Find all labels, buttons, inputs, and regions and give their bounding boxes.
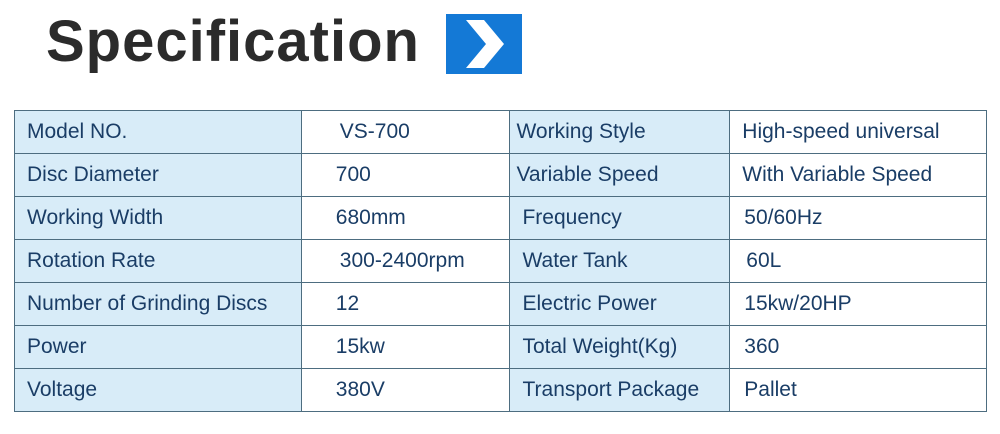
spec-value: 60L xyxy=(729,239,987,283)
table-row: Working Width 680mm Frequency 50/60Hz xyxy=(14,196,987,240)
spec-label: Working Style xyxy=(509,110,731,154)
spec-label: Disc Diameter xyxy=(14,153,302,197)
spec-label: Total Weight(Kg) xyxy=(509,325,731,369)
spec-label: Voltage xyxy=(14,368,302,412)
spec-value: High-speed universal xyxy=(729,110,987,154)
spec-value: 380V xyxy=(300,368,511,412)
spec-value: 700 xyxy=(300,153,511,197)
spec-value: 360 xyxy=(729,325,987,369)
spec-value: 12 xyxy=(300,282,511,326)
spec-label: Water Tank xyxy=(509,239,731,283)
spec-label: Power xyxy=(14,325,302,369)
spec-value: VS-700 xyxy=(300,110,511,154)
spec-label: Rotation Rate xyxy=(14,239,302,283)
spec-label: Variable Speed xyxy=(509,153,731,197)
spec-label: Transport Package xyxy=(509,368,731,412)
spec-label: Working Width xyxy=(14,196,302,240)
table-row: Number of Grinding Discs 12 Electric Power… xyxy=(14,282,987,326)
table-row: Voltage 380V Transport Package Pallet xyxy=(14,368,987,412)
spec-value: 50/60Hz xyxy=(729,196,987,240)
spec-value: Pallet xyxy=(729,368,987,412)
spec-value: 15kw/20HP xyxy=(729,282,987,326)
spec-value: 680mm xyxy=(300,196,511,240)
chevron-right-icon xyxy=(446,14,522,74)
spec-label: Number of Grinding Discs xyxy=(14,282,302,326)
spec-value: With Variable Speed xyxy=(729,153,987,197)
spec-value: 15kw xyxy=(300,325,511,369)
spec-value: 300-2400rpm xyxy=(300,239,511,283)
spec-label: Frequency xyxy=(509,196,731,240)
table-row: Rotation Rate 300-2400rpm Water Tank 60L xyxy=(14,239,987,283)
spec-label: Electric Power xyxy=(509,282,731,326)
spec-label: Model NO. xyxy=(14,110,302,154)
table-row: Model NO. VS-700 Working Style High-speed u… xyxy=(14,110,987,154)
page-title: Specification xyxy=(46,9,420,74)
table-row: Power 15kw Total Weight(Kg) 360 xyxy=(14,325,987,369)
spec-table: Model NO. VS-700 Working Style High-speed u… xyxy=(14,110,987,412)
table-row: Disc Diameter 700 Variable Speed With Varia… xyxy=(14,153,987,197)
